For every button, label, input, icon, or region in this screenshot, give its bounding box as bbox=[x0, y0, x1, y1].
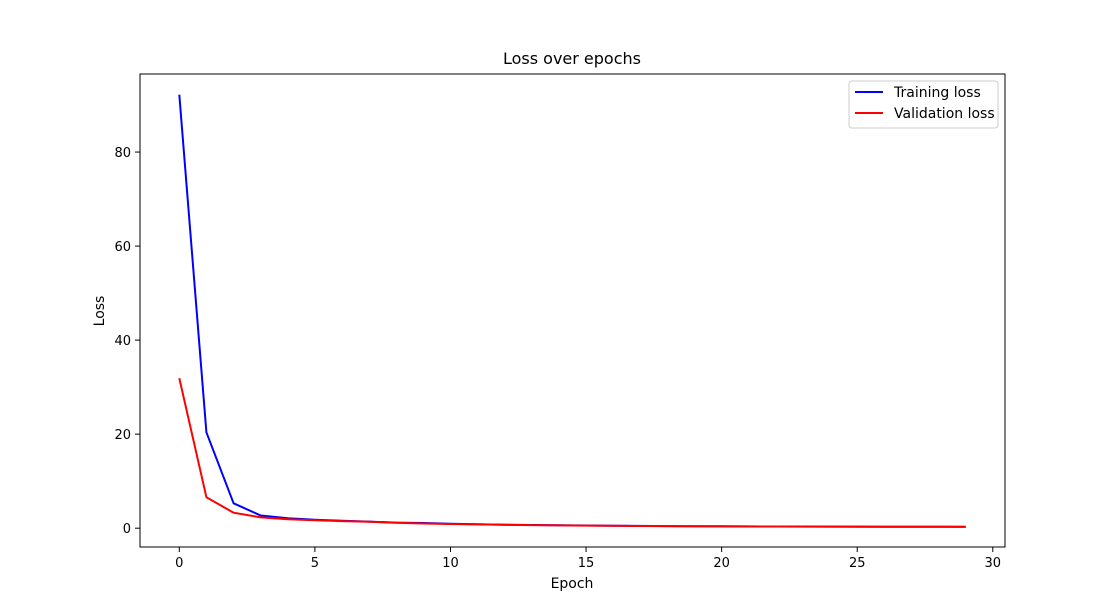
y-tick-label: 60 bbox=[114, 240, 131, 255]
y-tick-label: 0 bbox=[123, 522, 131, 537]
x-axis-label: Epoch bbox=[551, 576, 594, 592]
y-tick-label: 20 bbox=[114, 428, 131, 443]
y-tick-label: 40 bbox=[114, 334, 131, 349]
x-axis-ticks: 0 5 10 15 20 25 30 bbox=[175, 547, 1001, 571]
x-tick-label: 10 bbox=[442, 556, 459, 571]
x-tick-label: 30 bbox=[985, 556, 1002, 571]
x-tick-label: 5 bbox=[311, 556, 319, 571]
plot-frame bbox=[139, 73, 1006, 548]
x-tick-label: 0 bbox=[175, 556, 183, 571]
series-lines bbox=[178, 94, 966, 528]
legend-box bbox=[848, 80, 999, 129]
x-tick-label: 15 bbox=[578, 556, 595, 571]
chart-title: Loss over epochs bbox=[503, 49, 641, 68]
series-line-validation-loss bbox=[178, 377, 966, 528]
legend-label-training: Training loss bbox=[893, 85, 981, 101]
x-tick-label: 20 bbox=[713, 556, 730, 571]
y-tick-label: 80 bbox=[114, 146, 131, 161]
legend-label-validation: Validation loss bbox=[894, 106, 995, 122]
y-axis-ticks: 0 20 40 60 80 bbox=[114, 146, 140, 537]
y-axis-label: Loss bbox=[92, 296, 108, 327]
legend: Training loss Validation loss bbox=[848, 80, 999, 129]
series-line-training-loss bbox=[178, 94, 966, 528]
x-tick-label: 25 bbox=[849, 556, 866, 571]
